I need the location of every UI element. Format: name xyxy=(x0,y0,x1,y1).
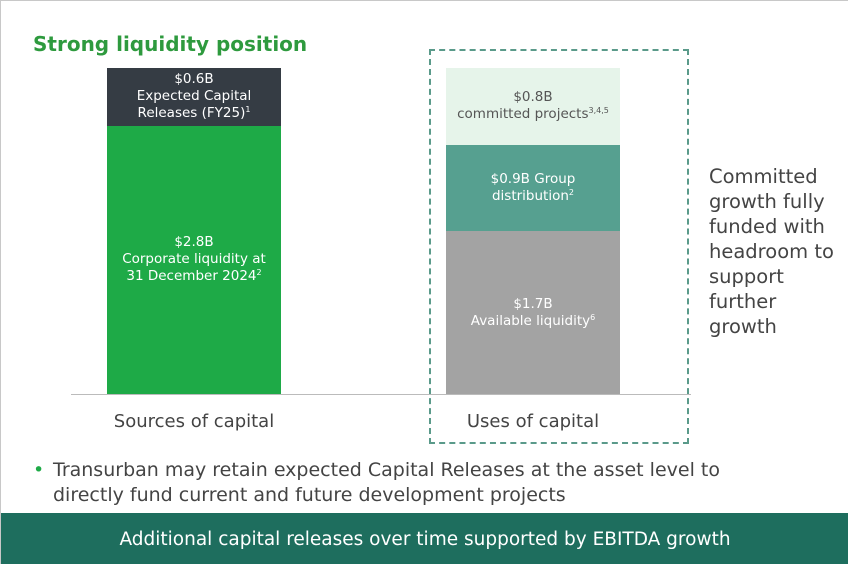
bar-segment: $0.6B Expected Capital Releases (FY25)1 xyxy=(107,68,281,126)
segment-label: $0.8B committed projects3,4,5 xyxy=(457,89,609,123)
segment-name: committed projects xyxy=(457,106,589,123)
segment-label: $0.9B Group distribution2 xyxy=(452,171,614,205)
footnote-ref: 6 xyxy=(590,312,596,322)
value-label: $2.8B xyxy=(174,234,214,251)
highlight-box xyxy=(429,49,689,444)
value-label: $1.7B xyxy=(513,295,553,312)
footnote-ref: 1 xyxy=(245,105,251,115)
bullet-item: • Transurban may retain expected Capital … xyxy=(33,458,793,508)
title: Strong liquidity position xyxy=(33,32,308,56)
footer-text: Additional capital releases over time su… xyxy=(119,528,731,550)
segment-name: Expected Capital Releases (FY25) xyxy=(136,88,252,122)
bar-segment: $1.7B Available liquidity6 xyxy=(446,231,620,394)
footer-band: Additional capital releases over time su… xyxy=(1,513,848,564)
bullet-dot: • xyxy=(33,459,45,481)
bar-segment: $0.9B Group distribution2 xyxy=(446,144,620,231)
value-label: $0.8B xyxy=(513,89,553,106)
footnote-ref: 2 xyxy=(256,268,262,278)
bullet-text: Transurban may retain expected Capital R… xyxy=(53,459,720,506)
segment-label: $1.7B Available liquidity6 xyxy=(471,296,595,330)
baseline xyxy=(71,394,691,395)
segment-name: Corporate liquidity at 31 December 2024 xyxy=(122,251,266,285)
x-tick-label: Uses of capital xyxy=(466,411,600,432)
segment-label: $0.6B Expected Capital Releases (FY25)1 xyxy=(113,71,275,122)
side-note: Committed growth fully funded with headr… xyxy=(709,165,834,338)
bar-segment: $2.8B Corporate liquidity at 31 December … xyxy=(107,125,281,394)
segment-name: Available liquidity xyxy=(470,312,591,329)
value-label: $0.6B xyxy=(174,71,214,88)
segment-label: $2.8B Corporate liquidity at 31 December … xyxy=(113,234,275,285)
footnote-ref: 3,4,5 xyxy=(588,106,609,116)
x-tick-label: Sources of capital xyxy=(113,411,275,432)
footnote-ref: 2 xyxy=(568,187,575,197)
segment-name: Group distribution xyxy=(491,170,576,204)
value-label: $0.9B xyxy=(490,170,530,187)
bar-segment: $0.8B committed projects3,4,5 xyxy=(446,68,620,145)
